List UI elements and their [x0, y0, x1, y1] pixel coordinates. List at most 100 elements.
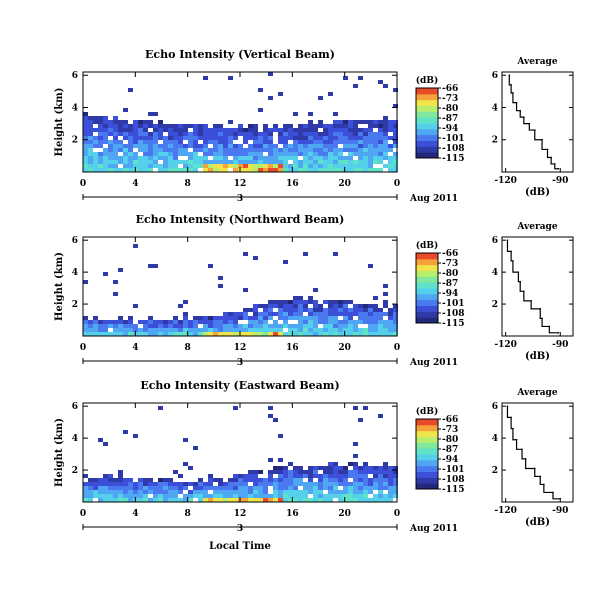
heatmap-cell	[203, 156, 208, 160]
heatmap-cell	[293, 132, 298, 136]
heatmap-cell	[218, 324, 223, 328]
heatmap-cell	[108, 482, 113, 486]
heatmap-cell	[278, 164, 283, 168]
heatmap-cell	[283, 156, 288, 160]
heatmap-cell	[358, 482, 363, 486]
heatmap-cell	[288, 498, 293, 502]
heatmap-cell	[393, 470, 398, 474]
heatmap-cell	[298, 498, 303, 502]
heatmap-cell	[378, 474, 383, 478]
heatmap-cell	[303, 304, 308, 308]
heatmap-cell	[118, 144, 123, 148]
heatmap-cell	[98, 136, 103, 140]
heatmap-cell	[228, 486, 233, 490]
heatmap-cell	[303, 474, 308, 478]
heatmap-cell	[273, 144, 278, 148]
x-tick-label: 0	[80, 343, 86, 353]
heatmap-cell	[343, 300, 348, 304]
heatmap-cell	[358, 152, 363, 156]
colorbar-swatch	[416, 424, 438, 432]
heatmap-cell	[163, 320, 168, 324]
heatmap-cell	[273, 300, 278, 304]
heatmap-cell	[283, 466, 288, 470]
heatmap-cell	[378, 160, 383, 164]
heatmap-cell	[293, 466, 298, 470]
heatmap-cell	[243, 252, 248, 256]
heatmap-cell	[118, 328, 123, 332]
heatmap-cell	[248, 328, 253, 332]
heatmap-cell	[268, 304, 273, 308]
heatmap-cell	[228, 324, 233, 328]
heatmap-cell	[213, 168, 218, 172]
heatmap-cell	[258, 482, 263, 486]
heatmap-cell	[338, 128, 343, 132]
heatmap-cell	[238, 494, 243, 498]
heatmap-cell	[313, 466, 318, 470]
heatmap-cell	[88, 324, 93, 328]
heatmap-cell	[248, 148, 253, 152]
heatmap-cell	[238, 156, 243, 160]
heatmap-cell	[283, 164, 288, 168]
heatmap-cell	[378, 124, 383, 128]
heatmap-cell	[203, 140, 208, 144]
heatmap-cell	[338, 482, 343, 486]
heatmap-cell	[383, 164, 388, 168]
heatmap-cell	[318, 490, 323, 494]
heatmap-cell	[268, 406, 273, 410]
heatmap-cell	[373, 328, 378, 332]
heatmap-cell	[168, 144, 173, 148]
heatmap-cell	[148, 320, 153, 324]
heatmap-cell	[358, 304, 363, 308]
heatmap-cell	[153, 132, 158, 136]
heatmap-cell	[163, 478, 168, 482]
heatmap-cell	[93, 486, 98, 490]
profile-title: Average	[516, 222, 557, 232]
chart-title: Echo Intensity (Northward Beam)	[136, 213, 345, 226]
x-tick-label: 20	[338, 343, 351, 353]
heatmap-cell	[168, 328, 173, 332]
profile-point	[512, 260, 514, 262]
heatmap-cell	[223, 164, 228, 168]
heatmap-cell	[363, 328, 368, 332]
colorbar-label: -80	[442, 269, 458, 279]
heatmap-cell	[373, 160, 378, 164]
heatmap-cell	[353, 462, 358, 466]
heatmap-cell	[208, 482, 213, 486]
heatmap-cells	[83, 244, 398, 336]
heatmap-cell	[293, 136, 298, 140]
heatmap-cell	[363, 136, 368, 140]
heatmap-cell	[358, 320, 363, 324]
heatmap-cell	[243, 332, 248, 336]
heatmap-cell	[183, 482, 188, 486]
heatmap-cell	[123, 486, 128, 490]
heatmap-cell	[298, 316, 303, 320]
heatmap-cell	[153, 128, 158, 132]
profile-y-label: 6	[492, 402, 498, 412]
heatmap-cell	[273, 148, 278, 152]
heatmap-cell	[368, 498, 373, 502]
heatmap-cell	[218, 140, 223, 144]
heatmap-cell	[223, 168, 228, 172]
heatmap-cell	[133, 494, 138, 498]
heatmap-cell	[158, 406, 163, 410]
heatmap-cell	[113, 156, 118, 160]
heatmap-cell	[393, 140, 398, 144]
heatmap-cell	[328, 462, 333, 466]
heatmap-cell	[263, 332, 268, 336]
heatmap-cell	[188, 494, 193, 498]
heatmap-cell	[323, 324, 328, 328]
heatmap-cell	[143, 478, 148, 482]
heatmap-cell	[213, 152, 218, 156]
heatmap-cell	[263, 482, 268, 486]
heatmap-cell	[268, 414, 273, 418]
heatmap-cell	[323, 312, 328, 316]
heatmap-cell	[83, 280, 88, 284]
heatmap-cell	[253, 494, 258, 498]
heatmap-cell	[233, 328, 238, 332]
colorbar-label: -66	[442, 249, 458, 259]
colorbar-swatch	[416, 117, 438, 124]
heatmap-cell	[243, 498, 248, 502]
heatmap-cell	[158, 128, 163, 132]
heatmap-cell	[188, 168, 193, 172]
heatmap-cell	[148, 324, 153, 328]
